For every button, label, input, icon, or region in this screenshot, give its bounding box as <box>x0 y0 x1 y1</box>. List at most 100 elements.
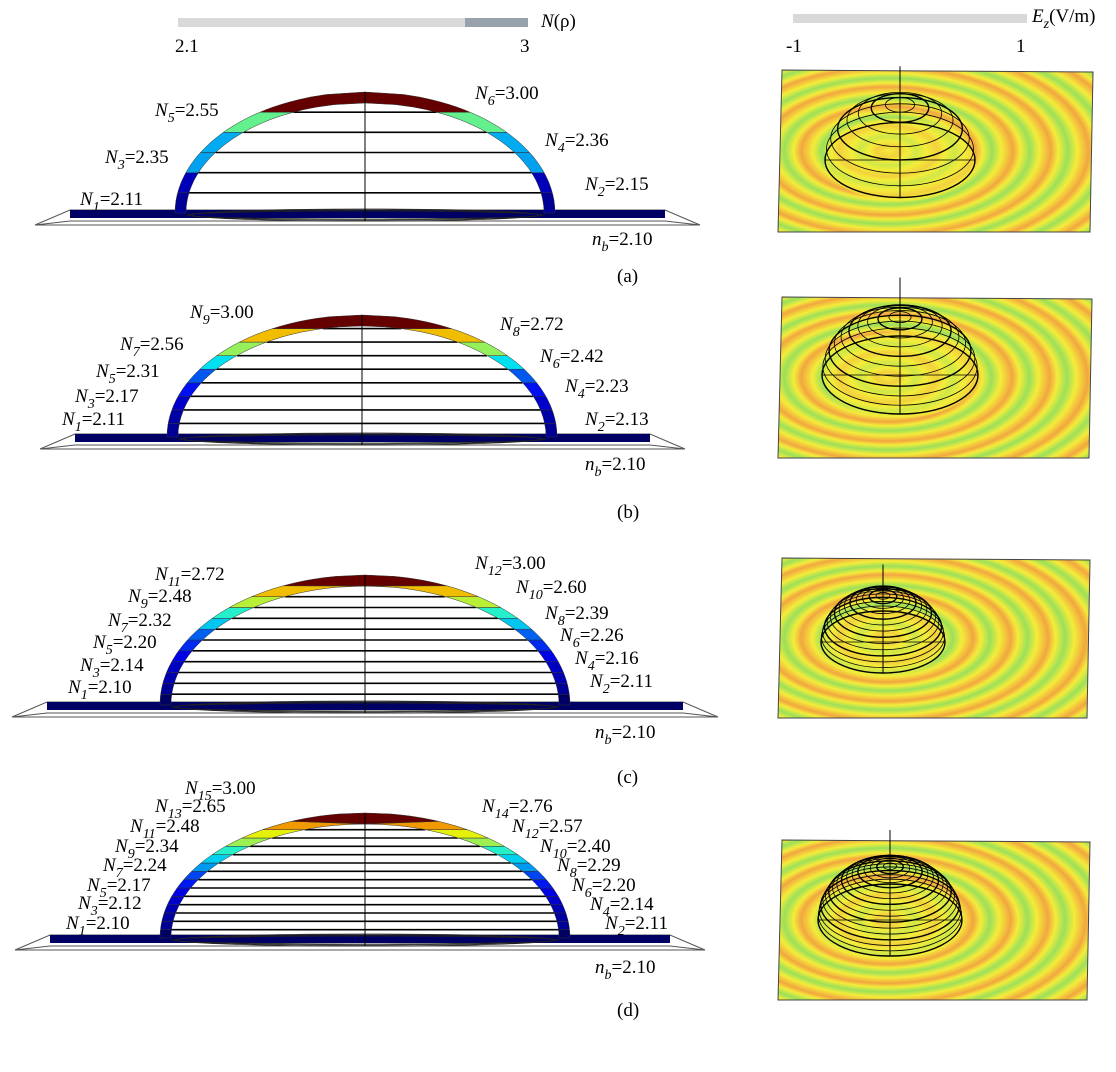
shell-layer <box>362 315 451 329</box>
shell-layer <box>445 597 500 608</box>
value: =2.17 <box>95 386 139 407</box>
subscript: 5 <box>100 886 107 901</box>
value: =2.10 <box>609 229 653 250</box>
shell-layer <box>458 838 504 846</box>
shell-layer <box>187 369 216 383</box>
subscript: 11 <box>143 827 156 842</box>
panel-label: (a) <box>617 266 638 287</box>
layer-label: N5=2.31 <box>95 361 160 387</box>
subscript: b <box>605 733 612 748</box>
shell-layer <box>199 618 233 629</box>
subscript: 5 <box>106 643 113 658</box>
subscript: 6 <box>553 357 560 372</box>
shell-layer <box>178 173 199 193</box>
shell-layer <box>201 132 244 152</box>
shell-layer <box>533 396 552 410</box>
value: =2.11 <box>82 409 125 430</box>
value: =2.11 <box>100 189 143 210</box>
shell-layer <box>184 871 208 879</box>
shell-layer <box>172 888 191 896</box>
subscript: 6 <box>488 94 495 109</box>
shell-layer <box>167 896 184 904</box>
shell-layer <box>425 830 488 838</box>
shell-layer <box>554 913 568 921</box>
layer-label: N9=2.48 <box>127 586 192 612</box>
value: =2.11 <box>610 671 653 692</box>
shell-layer <box>538 651 559 662</box>
layer-label: N9=3.00 <box>189 302 254 328</box>
shell-layer <box>480 846 518 854</box>
value: =3.00 <box>210 302 254 323</box>
colorbar-n-max: 3 <box>520 36 530 57</box>
shell-layer <box>252 586 365 597</box>
subscript: 1 <box>81 688 88 703</box>
shell-layer <box>172 396 191 410</box>
shell-layer <box>164 905 179 913</box>
subscript: 5 <box>109 372 116 387</box>
colorbar-e-min: -1 <box>786 36 802 57</box>
symbol: n <box>595 957 605 978</box>
shell-layer <box>551 905 566 913</box>
shell-layer <box>162 913 176 921</box>
background-label: nb=2.10 <box>585 454 645 480</box>
panel-label: (d) <box>617 1000 639 1021</box>
shell-layer <box>458 342 508 356</box>
value: =2.10 <box>612 957 656 978</box>
shell-layer <box>226 838 272 846</box>
layer-label: N1=2.11 <box>61 409 125 435</box>
subscript: 3 <box>92 666 100 681</box>
value: =2.72 <box>520 314 564 335</box>
value: =2.34 <box>135 836 179 857</box>
shell-layer <box>487 356 524 370</box>
symbol: n <box>592 229 602 250</box>
subscript: 2 <box>603 682 610 697</box>
subscript: 13 <box>168 807 182 822</box>
shell-layer <box>365 575 447 586</box>
background-label: nb=2.10 <box>592 229 652 255</box>
value: =2.60 <box>543 577 587 598</box>
value: =2.26 <box>580 625 624 646</box>
shell-layer <box>178 383 201 397</box>
subscript: 1 <box>75 420 82 435</box>
value: =2.55 <box>175 100 219 121</box>
value: =2.40 <box>567 836 611 857</box>
shell-layer <box>558 694 570 705</box>
shell-layer <box>212 608 254 619</box>
shell-layer <box>497 855 529 863</box>
value: =2.17 <box>107 875 151 896</box>
layer-label: N7=2.56 <box>119 334 184 360</box>
shell-layer <box>546 896 563 904</box>
shell-layer <box>515 629 543 640</box>
shell-layer <box>229 597 284 608</box>
shell-layer <box>557 921 570 929</box>
shell-layer <box>160 694 172 705</box>
shell-layer <box>200 356 237 370</box>
subscript: 3 <box>117 158 125 173</box>
shell-layer <box>508 369 537 383</box>
layer-label: N4=2.36 <box>544 130 609 156</box>
shell-layer <box>552 673 568 684</box>
value: =2.56 <box>140 334 184 355</box>
layer-label: N2=2.15 <box>584 174 649 200</box>
subscript: 2 <box>618 924 625 939</box>
subscript: 4 <box>578 387 585 402</box>
subscript: 12 <box>525 827 539 842</box>
shell-layer <box>212 846 250 854</box>
subscript: 9 <box>141 597 148 612</box>
background-label: nb=2.10 <box>595 722 655 748</box>
shell-layer <box>476 608 518 619</box>
figure: N(ρ) 2.1 3 Ez(V/m) -1 1 N1=2.11N3=2.35N5… <box>0 0 1116 1072</box>
shell-layer <box>365 92 470 112</box>
layer-label: N2=2.13 <box>584 409 649 435</box>
shell-layer <box>523 383 546 397</box>
subscript: 4 <box>603 905 610 920</box>
value: =3.00 <box>495 83 539 104</box>
shell-layer <box>532 173 553 193</box>
subscript: 6 <box>573 636 580 651</box>
value: =2.29 <box>577 855 621 876</box>
layer-label: N2=2.11 <box>589 671 653 697</box>
layer-label: N4=2.23 <box>564 376 629 402</box>
subscript: 14 <box>495 807 509 822</box>
value: =2.23 <box>585 376 629 397</box>
subscript: 3 <box>90 904 98 919</box>
